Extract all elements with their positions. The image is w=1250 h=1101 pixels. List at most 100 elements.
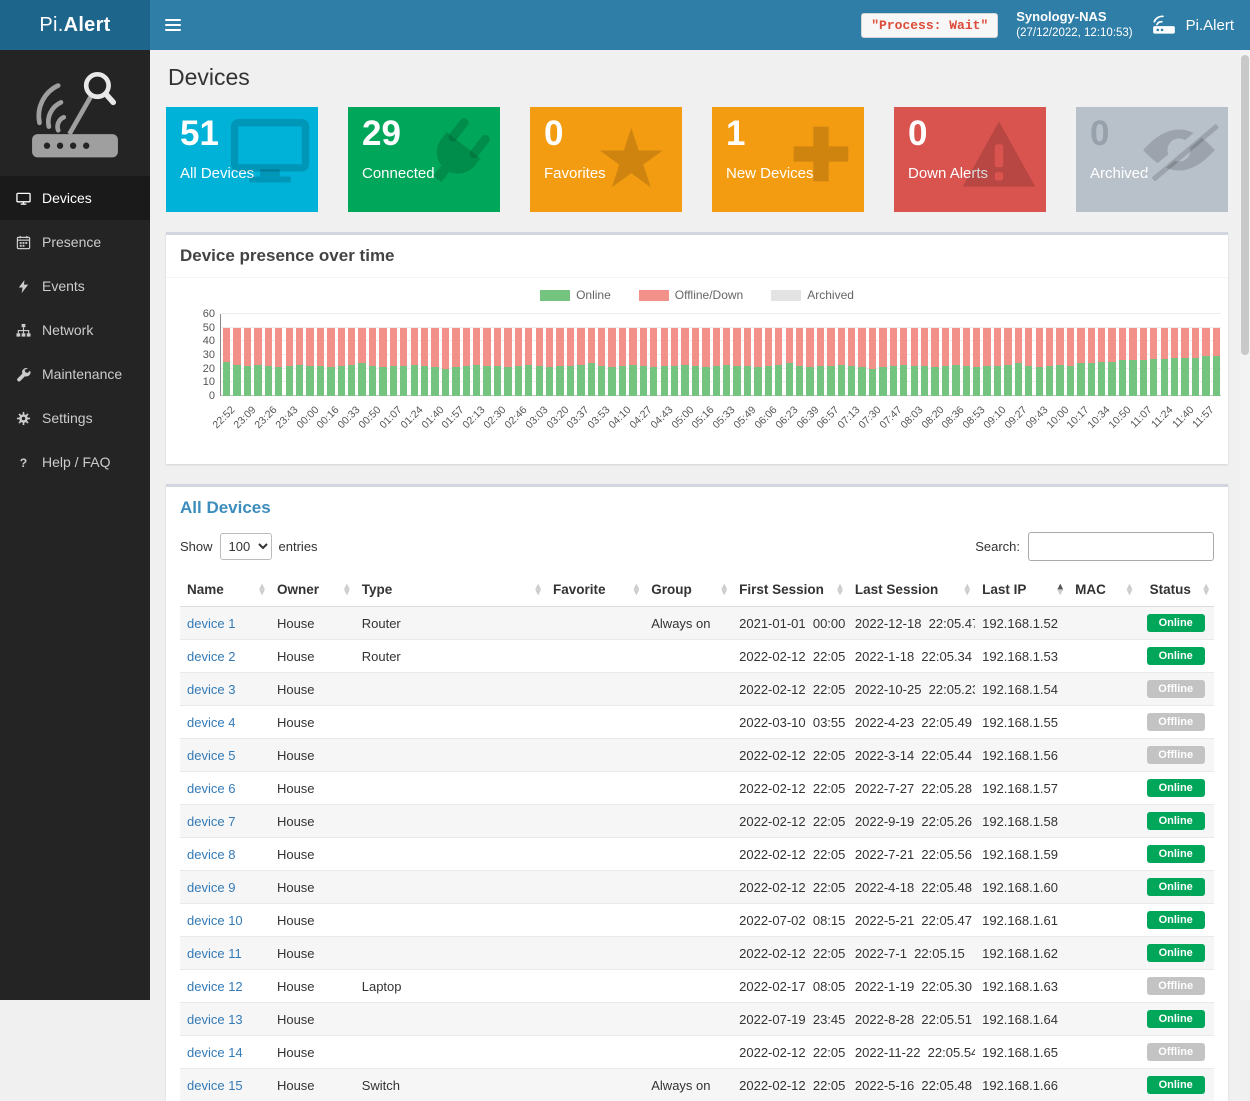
x-tick-label: 09:10 [981,404,1008,431]
x-tick-label: 02:46 [502,404,529,431]
presence-bar [1015,328,1022,396]
device-link[interactable]: device 14 [187,1045,243,1060]
app-logo-prefix: Pi. [39,14,63,37]
sort-icon: ▲▼ [344,583,350,596]
devices-table-panel: All Devices Show 100 entries Search: Nam… [166,484,1228,1101]
x-tick-label: 06:23 [773,404,800,431]
device-link[interactable]: device 5 [187,748,235,763]
x-tick-label: 01:57 [440,404,467,431]
column-header-owner[interactable]: Owner▲▼ [270,573,355,607]
status-badge: Online [1147,614,1205,632]
presence-bar [661,328,668,396]
menu-toggle-button[interactable] [150,0,196,50]
presence-bar [942,328,949,396]
show-entries-label: Show [180,539,213,554]
x-tick-label: 11:07 [1128,404,1155,431]
legend-label: Online [576,288,611,302]
presence-bar [733,328,740,396]
device-link[interactable]: device 7 [187,814,235,829]
sidebar-item-presence[interactable]: Presence [0,220,150,264]
sidebar-item-devices[interactable]: Devices [0,176,150,220]
column-header-label: Name [187,582,224,597]
presence-bar [275,328,282,396]
device-link[interactable]: device 6 [187,781,235,796]
column-header-type[interactable]: Type▲▼ [355,573,546,607]
status-badge: Online [1147,1076,1205,1094]
device-link[interactable]: device 10 [187,913,243,928]
desktop-icon [15,191,31,206]
column-header-favorite[interactable]: Favorite▲▼ [546,573,644,607]
x-tick-label: 05:49 [731,404,758,431]
column-header-mac[interactable]: MAC▲▼ [1068,573,1137,607]
nas-name: Synology-NAS [1016,9,1132,26]
sidebar-item-settings[interactable]: Settings [0,396,150,440]
presence-bar [515,328,522,396]
presence-bar [379,328,386,396]
search-input[interactable] [1028,532,1214,561]
sidebar-item-help-faq[interactable]: ?Help / FAQ [0,440,150,484]
x-tick-label: 22:52 [211,404,238,431]
column-header-name[interactable]: Name▲▼ [180,573,270,607]
calendar-icon [15,235,31,250]
device-link[interactable]: device 4 [187,715,235,730]
sidebar-item-network[interactable]: Network [0,308,150,352]
presence-bar [765,328,772,396]
device-link[interactable]: device 13 [187,1012,243,1027]
legend-swatch [771,290,801,301]
sidebar-item-maintenance[interactable]: Maintenance [0,352,150,396]
scrollbar-track[interactable] [1240,50,1250,1000]
column-header-label: Last Session [855,582,938,597]
column-header-last-ip[interactable]: Last IP▲▼ [975,573,1068,607]
column-header-first-session[interactable]: First Session▲▼ [732,573,848,607]
x-tick-label: 10:50 [1106,404,1133,431]
x-tick-label: 23:43 [273,404,300,431]
x-tick-label: 06:57 [815,404,842,431]
device-link[interactable]: device 1 [187,616,235,631]
device-link[interactable]: device 3 [187,682,235,697]
status-badge: Online [1147,878,1205,896]
devices-table: Name▲▼Owner▲▼Type▲▼Favorite▲▼Group▲▼Firs… [180,573,1214,1101]
presence-bar [1036,328,1043,396]
x-tick-label: 08:36 [940,404,967,431]
x-tick-label: 23:26 [252,404,279,431]
device-link[interactable]: device 12 [187,979,243,994]
x-tick-label: 00:00 [294,404,321,431]
device-link[interactable]: device 9 [187,880,235,895]
device-link[interactable]: device 2 [187,649,235,664]
column-header-last-session[interactable]: Last Session▲▼ [848,573,975,607]
presence-bar [577,328,584,396]
device-link[interactable]: device 8 [187,847,235,862]
warning-icon [960,119,1038,194]
presence-bar [702,328,709,396]
column-header-group[interactable]: Group▲▼ [644,573,732,607]
plus-icon [786,119,856,194]
column-header-status[interactable]: Status▲▼ [1137,573,1214,607]
table-panel-title: All Devices [166,487,1228,522]
sidebar-item-events[interactable]: Events [0,264,150,308]
app-logo: Pi.Alert [0,0,150,50]
entries-select[interactable]: 100 [220,533,272,560]
scrollbar-thumb[interactable] [1241,55,1249,355]
presence-bar [1108,328,1115,396]
device-link[interactable]: device 11 [187,946,242,961]
presence-bar [723,328,730,396]
nas-timestamp: (27/12/2022, 12:10:53) [1016,26,1132,41]
sidebar-item-label: Devices [42,190,92,206]
device-link[interactable]: device 15 [187,1078,243,1093]
status-badge: Online [1147,1010,1205,1028]
x-tick-label: 03:20 [544,404,571,431]
x-tick-label: 02:13 [461,404,488,431]
presence-bar [338,328,345,396]
entries-suffix-label: entries [279,539,318,554]
presence-bar [921,328,928,396]
